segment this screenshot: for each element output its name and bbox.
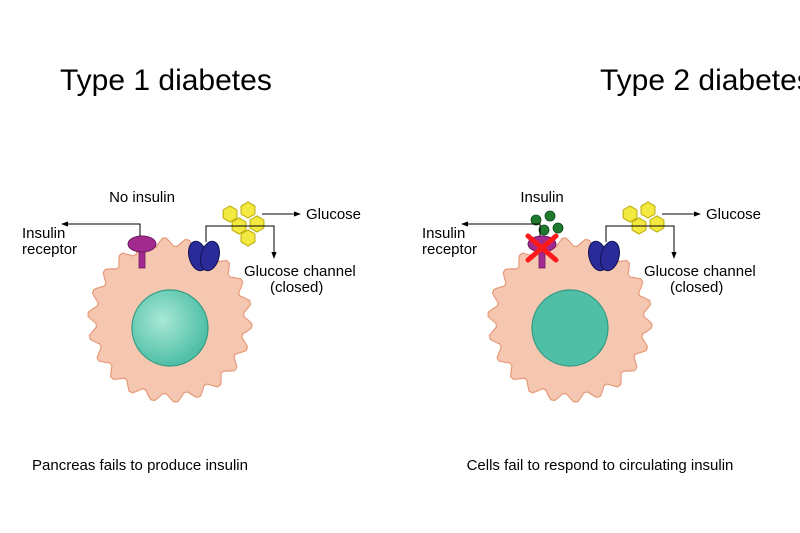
glucose-cluster [623,202,664,234]
type1-caption: Pancreas fails to produce insulin [32,457,248,474]
receptor-label-1: Insulin [422,225,465,242]
receptor-label-1: Insulin [22,225,65,242]
top-label: Insulin [520,189,563,206]
channel-label-2: (closed) [670,279,723,296]
type1-panel: Type 1 diabetes Glucose No insulin Insulinr… [22,64,361,474]
receptor-pointer [62,224,140,236]
insulin-dots [531,211,563,235]
glucose-cluster [223,202,264,246]
type1-title: Type 1 diabetes [60,64,272,97]
glucose-label: Glucose [706,206,761,223]
diabetes-diagram: Type 1 diabetesGlucoseNo insulinInsulinr… [0,0,800,533]
type2-caption: Cells fail to respond to circulating ins… [467,457,734,474]
nucleus [132,290,208,366]
type2-panel: Type 2 diabetesGlucoseInsulinInsulinrece… [422,64,800,474]
channel-label-2: (closed) [270,279,323,296]
receptor-label-2: receptor [422,241,477,258]
top-label: No insulin [109,189,175,206]
channel-label-1: Glucose channel [244,263,356,280]
nucleus [532,290,608,366]
glucose-label: Glucose [306,206,361,223]
type2-title: Type 2 diabetes [600,64,800,97]
insulin-receptor [128,236,156,252]
channel-label-1: Glucose channel [644,263,756,280]
receptor-label-2: receptor [22,241,77,258]
